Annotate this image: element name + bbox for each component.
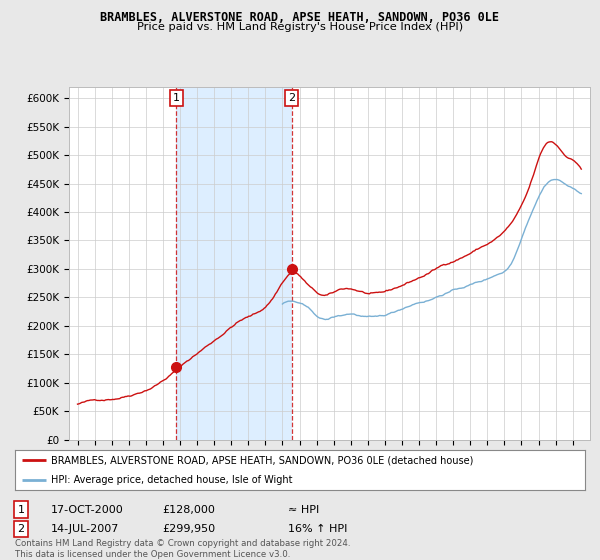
Text: BRAMBLES, ALVERSTONE ROAD, APSE HEATH, SANDOWN, PO36 0LE: BRAMBLES, ALVERSTONE ROAD, APSE HEATH, S… [101, 11, 499, 24]
Text: Contains HM Land Registry data © Crown copyright and database right 2024.
This d: Contains HM Land Registry data © Crown c… [15, 539, 350, 559]
Text: HPI: Average price, detached house, Isle of Wight: HPI: Average price, detached house, Isle… [51, 474, 292, 484]
Text: 2: 2 [17, 524, 25, 534]
Text: 16% ↑ HPI: 16% ↑ HPI [288, 524, 347, 534]
Text: 17-OCT-2000: 17-OCT-2000 [51, 505, 124, 515]
Text: 14-JUL-2007: 14-JUL-2007 [51, 524, 119, 534]
Text: Price paid vs. HM Land Registry's House Price Index (HPI): Price paid vs. HM Land Registry's House … [137, 22, 463, 32]
Text: 2: 2 [288, 93, 295, 103]
Text: £128,000: £128,000 [162, 505, 215, 515]
Text: ≈ HPI: ≈ HPI [288, 505, 319, 515]
Bar [176, 87, 292, 440]
Text: 1: 1 [173, 93, 180, 103]
Text: £299,950: £299,950 [162, 524, 215, 534]
Text: 1: 1 [17, 505, 25, 515]
Text: BRAMBLES, ALVERSTONE ROAD, APSE HEATH, SANDOWN, PO36 0LE (detached house): BRAMBLES, ALVERSTONE ROAD, APSE HEATH, S… [51, 455, 473, 465]
